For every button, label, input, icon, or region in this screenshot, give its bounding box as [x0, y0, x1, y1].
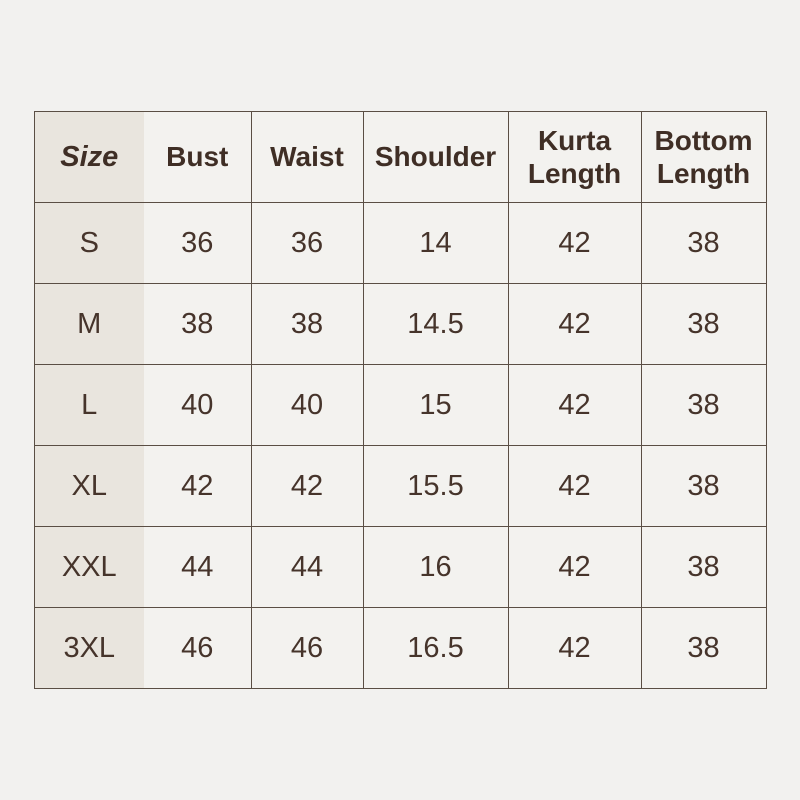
value-cell: 38 — [640, 445, 766, 527]
value-cell: 42 — [507, 364, 641, 446]
size-chart: Size Bust Waist Shoulder Kurta Length Bo… — [33, 111, 767, 689]
value-cell: 15.5 — [362, 445, 508, 527]
column-header-kurta-length: Kurta Length — [507, 111, 641, 203]
size-label-cell: L — [34, 364, 144, 446]
column-header-bottom-length: Bottom Length — [640, 111, 766, 203]
column-header-waist: Waist — [250, 111, 363, 203]
value-cell: 14.5 — [362, 283, 508, 365]
size-label-cell: S — [34, 202, 144, 284]
value-cell: 38 — [640, 607, 766, 689]
value-cell: 42 — [507, 202, 641, 284]
value-cell: 16.5 — [362, 607, 508, 689]
value-cell: 14 — [362, 202, 508, 284]
table-row-xxl: XXL 44 44 16 42 38 — [34, 526, 766, 608]
header-row: Size Bust Waist Shoulder Kurta Length Bo… — [34, 111, 766, 203]
value-cell: 42 — [507, 526, 641, 608]
value-cell: 40 — [250, 364, 363, 446]
value-cell: 44 — [250, 526, 363, 608]
value-cell: 38 — [144, 283, 251, 365]
column-header-bust: Bust — [144, 111, 251, 203]
column-header-size: Size — [34, 111, 144, 203]
value-cell: 42 — [507, 283, 641, 365]
table-row-xl: XL 42 42 15.5 42 38 — [34, 445, 766, 527]
value-cell: 38 — [640, 526, 766, 608]
table-row-l: L 40 40 15 42 38 — [34, 364, 766, 446]
value-cell: 46 — [144, 607, 251, 689]
value-cell: 42 — [250, 445, 363, 527]
value-cell: 42 — [507, 607, 641, 689]
value-cell: 38 — [640, 364, 766, 446]
size-label-cell: XL — [34, 445, 144, 527]
value-cell: 16 — [362, 526, 508, 608]
table-row-3xl: 3XL 46 46 16.5 42 38 — [34, 607, 766, 689]
value-cell: 42 — [144, 445, 251, 527]
value-cell: 38 — [250, 283, 363, 365]
value-cell: 36 — [144, 202, 251, 284]
value-cell: 15 — [362, 364, 508, 446]
value-cell: 40 — [144, 364, 251, 446]
table-row-m: M 38 38 14.5 42 38 — [34, 283, 766, 365]
value-cell: 46 — [250, 607, 363, 689]
size-label-cell: M — [34, 283, 144, 365]
size-label-cell: 3XL — [34, 607, 144, 689]
value-cell: 36 — [250, 202, 363, 284]
size-label-cell: XXL — [34, 526, 144, 608]
size-chart-table: Size Bust Waist Shoulder Kurta Length Bo… — [33, 111, 767, 689]
column-header-shoulder: Shoulder — [362, 111, 508, 203]
value-cell: 44 — [144, 526, 251, 608]
value-cell: 42 — [507, 445, 641, 527]
value-cell: 38 — [640, 283, 766, 365]
value-cell: 38 — [640, 202, 766, 284]
table-row-s: S 36 36 14 42 38 — [34, 202, 766, 284]
